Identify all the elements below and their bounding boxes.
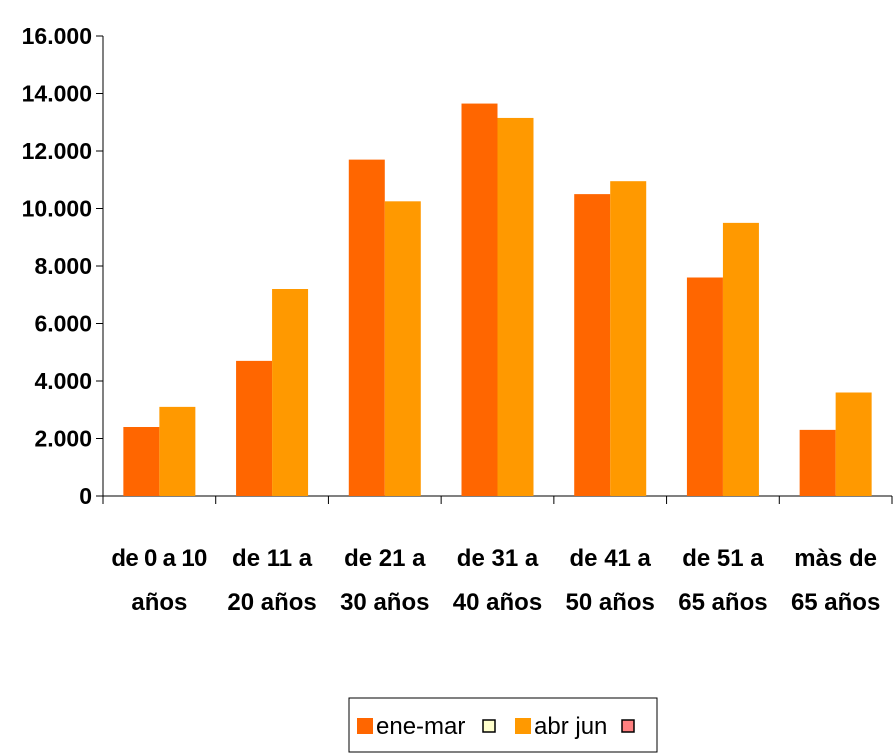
x-category-label: de 11 a <box>232 545 313 572</box>
y-tick-label: 6.000 <box>34 311 92 337</box>
x-category-label: màs de <box>794 545 877 572</box>
y-tick-label: 0 <box>79 483 92 509</box>
x-category-label: 50 años <box>566 589 655 616</box>
bar-abr-jun-6 <box>835 392 872 496</box>
legend-label: ene-mar <box>376 713 465 740</box>
y-tick-label: 4.000 <box>34 368 92 394</box>
y-tick-label: 10.000 <box>22 196 92 222</box>
y-tick-label: 14.000 <box>22 81 92 107</box>
x-category-label: de 41 a <box>570 545 652 572</box>
x-axis: de 0 a 10 años de 11 a 20 años de 21 a 30 año… <box>102 495 893 616</box>
x-category-label: años <box>131 589 187 616</box>
x-category-label: de 21 a <box>344 545 426 572</box>
bars <box>123 103 872 496</box>
x-category-label: de 0 a 10 <box>111 545 207 572</box>
y-tick-label: 8.000 <box>34 253 92 279</box>
bar-abr-jun-5 <box>722 222 759 496</box>
x-category-label: 40 años <box>453 589 542 616</box>
bar-ene-mar-4 <box>574 194 611 496</box>
legend-marker <box>621 719 635 733</box>
x-category-label: de 51 a <box>682 545 764 572</box>
x-category-label: 20 años <box>227 589 316 616</box>
bar-abr-jun-3 <box>497 117 534 496</box>
bar-abr-jun-1 <box>272 289 309 496</box>
y-tick-label: 12.000 <box>22 138 92 164</box>
legend-swatch <box>515 718 531 734</box>
bar-ene-mar-3 <box>461 103 498 496</box>
bar-ene-mar-0 <box>123 427 160 496</box>
x-category-label: 65 años <box>791 589 880 616</box>
legend-label: abr jun <box>534 713 607 740</box>
legend: ene-mar abr jun <box>348 697 658 753</box>
bar-ene-mar-1 <box>236 360 273 496</box>
x-category-label: 30 años <box>340 589 429 616</box>
x-category-label: de 31 a <box>457 545 539 572</box>
bar-abr-jun-4 <box>610 181 647 496</box>
bar-ene-mar-6 <box>799 429 836 496</box>
bar-ene-mar-5 <box>686 277 723 496</box>
legend-swatch <box>357 718 373 734</box>
bar-abr-jun-0 <box>159 406 196 496</box>
bar-ene-mar-2 <box>348 159 385 496</box>
bar-abr-jun-2 <box>384 201 421 496</box>
y-axis: 0 2.000 4.000 6.000 8.000 10.000 12.000 14.000 1… <box>22 23 104 509</box>
legend-marker <box>482 719 496 733</box>
y-tick-label: 16.000 <box>22 23 92 49</box>
legend-box <box>348 697 658 753</box>
x-category-label: 65 años <box>678 589 767 616</box>
y-tick-label: 2.000 <box>34 426 92 452</box>
